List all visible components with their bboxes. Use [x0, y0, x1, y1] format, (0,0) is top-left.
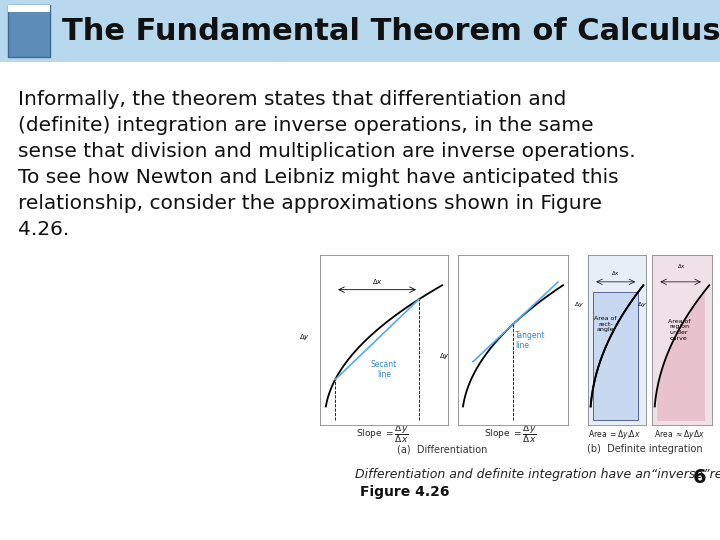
Text: Slope $= \dfrac{\Delta y}{\Delta x}$: Slope $= \dfrac{\Delta y}{\Delta x}$ [484, 422, 536, 445]
Text: (b)  Definite integration: (b) Definite integration [588, 444, 703, 454]
Text: $\Delta y$: $\Delta y$ [637, 300, 647, 309]
Text: Figure 4.26: Figure 4.26 [360, 485, 449, 499]
Text: relationship, consider the approximations shown in Figure: relationship, consider the approximation… [18, 194, 602, 213]
Bar [8, 5, 50, 57]
Text: Slope $= \dfrac{\Delta y}{\Delta x}$: Slope $= \dfrac{\Delta y}{\Delta x}$ [356, 422, 408, 445]
Text: (a)  Differentiation: (a) Differentiation [397, 444, 487, 454]
Bar [8, 5, 50, 12]
Text: $\Delta y$: $\Delta y$ [300, 333, 310, 342]
Text: Tangent
line: Tangent line [516, 331, 546, 350]
Text: (definite) integration are inverse operations, in the same: (definite) integration are inverse opera… [18, 116, 593, 135]
Text: $\Delta x$: $\Delta x$ [678, 261, 687, 269]
Text: 6: 6 [693, 468, 706, 487]
Text: Area $\approx \Delta y \Delta x$: Area $\approx \Delta y \Delta x$ [654, 428, 706, 441]
Text: Area $= \Delta y_i \Delta x$: Area $= \Delta y_i \Delta x$ [588, 428, 640, 441]
Text: sense that division and multiplication are inverse operations.: sense that division and multiplication a… [18, 142, 636, 161]
Text: $\Delta y$: $\Delta y$ [439, 351, 451, 361]
Text: $\Delta x$: $\Delta x$ [611, 269, 620, 278]
Text: Secant
line: Secant line [371, 360, 397, 380]
Bar [0, 0, 720, 62]
Text: To see how Newton and Leibniz might have anticipated this: To see how Newton and Leibniz might have… [18, 168, 618, 187]
Text: The Fundamental Theorem of Calculus: The Fundamental Theorem of Calculus [62, 17, 720, 45]
Text: Informally, the theorem states that differentiation and: Informally, the theorem states that diff… [18, 90, 567, 109]
Text: $\Delta x$: $\Delta x$ [372, 276, 382, 286]
Text: Area of
region
under
curve: Area of region under curve [667, 319, 690, 341]
Bar [593, 292, 638, 420]
Text: Differentiation and definite integration have an“inverse”relationship.: Differentiation and definite integration… [355, 468, 720, 481]
Text: $\Delta y$: $\Delta y$ [574, 300, 583, 309]
Text: 4.26.: 4.26. [18, 220, 69, 239]
Text: Area of
rect-
angle: Area of rect- angle [594, 316, 616, 333]
